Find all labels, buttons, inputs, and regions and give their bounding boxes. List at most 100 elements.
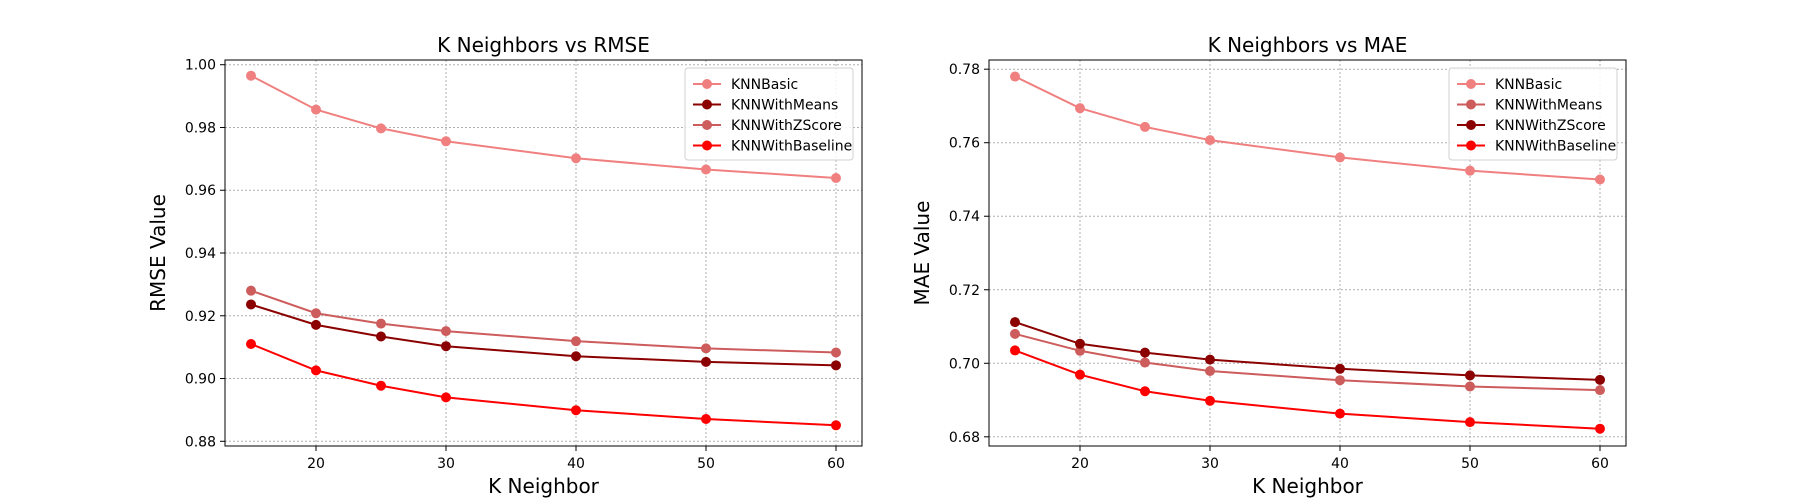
legend-label: KNNWithBaseline: [731, 139, 852, 155]
data-point: [1595, 385, 1605, 396]
legend-swatch-marker: [1466, 140, 1476, 151]
series-line: [250, 303, 837, 367]
data-point: [831, 347, 841, 358]
legend-entry: KNNWithBaseline: [693, 139, 852, 155]
data-point: [1140, 357, 1150, 368]
y-tick-label: 0.76: [949, 136, 980, 152]
chart-title: K Neighbors vs MAE: [1208, 33, 1408, 57]
legend-label: KNNWithZScore: [1495, 118, 1606, 134]
y-tick-label: 0.78: [949, 62, 980, 78]
data-point: [246, 285, 256, 296]
series-line: [1014, 332, 1601, 392]
x-tick-label: 60: [1591, 456, 1609, 472]
x-tick-label: 20: [1071, 456, 1089, 472]
legend-entry: KNNWithMeans: [1457, 98, 1602, 114]
data-point: [1205, 366, 1215, 377]
x-axis-label: K Neighbor: [1252, 474, 1364, 498]
data-point: [1595, 374, 1605, 385]
y-tick-label: 0.96: [185, 183, 216, 199]
legend-label: KNNBasic: [1495, 77, 1562, 93]
data-point: [1140, 121, 1150, 132]
chart-panel-1: 0.88 0.90 0.92 0.94 0.96 0.98 1.00 20 30 40 50 60 K …: [146, 33, 863, 498]
legend-swatch-marker: [702, 140, 712, 151]
legend: KNNBasic KNNWithMeans KNNWithZScore KNNWith…: [684, 67, 854, 161]
data-point: [1335, 363, 1345, 374]
chart-panel-2: 0.68 0.70 0.72 0.74 0.76 0.78 20 30 40 50 60 K Neig…: [910, 33, 1627, 498]
series-KNNWithZScore: [246, 285, 841, 358]
legend-frame: [1448, 67, 1618, 161]
legend-entry: KNNBasic: [1457, 77, 1562, 93]
y-tick-label: 0.90: [185, 372, 216, 388]
data-point: [376, 380, 386, 391]
y-tick-label: 0.92: [185, 309, 216, 325]
y-tick-label: 0.68: [949, 430, 980, 446]
y-tick-label: 0.74: [949, 209, 980, 225]
data-point: [311, 104, 321, 115]
series-KNNWithBaseline: [246, 339, 841, 431]
x-tick-label: 30: [1201, 456, 1219, 472]
data-point: [571, 153, 581, 164]
y-tick-label: 0.94: [185, 246, 216, 262]
x-tick-label: 20: [307, 456, 325, 472]
x-tick-label: 40: [567, 456, 585, 472]
data-point: [1010, 328, 1020, 339]
data-point: [246, 339, 256, 350]
data-point: [701, 164, 711, 175]
data-point: [376, 123, 386, 134]
chart-title: K Neighbors vs RMSE: [437, 33, 650, 57]
y-tick-label: 0.70: [949, 356, 980, 372]
legend-entry: KNNWithZScore: [693, 118, 842, 134]
data-point: [571, 405, 581, 416]
legend-swatch-marker: [1466, 79, 1476, 89]
legend-frame: [684, 67, 854, 161]
legend: KNNBasic KNNWithMeans KNNWithZScore KNNWith…: [1448, 67, 1618, 161]
y-axis-label: RMSE Value: [146, 194, 170, 312]
data-point: [1140, 347, 1150, 358]
data-point: [1465, 165, 1475, 176]
y-tick-label: 1.00: [185, 58, 216, 74]
series-line: [250, 289, 837, 354]
data-point: [1010, 71, 1020, 82]
x-tick-label: 40: [1331, 456, 1349, 472]
series-line: [250, 343, 837, 427]
data-point: [246, 70, 256, 81]
chart-panels: 0.88 0.90 0.92 0.94 0.96 0.98 1.00 20 30 40 50 60 K …: [146, 33, 1627, 498]
data-point: [441, 326, 451, 337]
legend-entry: KNNBasic: [693, 77, 798, 93]
data-point: [1335, 375, 1345, 386]
y-axis-label: MAE Value: [910, 201, 934, 306]
x-axis-label: K Neighbor: [488, 474, 600, 498]
series-line: [1014, 349, 1601, 430]
y-tick-label: 0.72: [949, 283, 980, 299]
plot-frame: [224, 59, 863, 447]
data-point: [311, 365, 321, 376]
data-point: [1075, 338, 1085, 349]
legend-label: KNNWithMeans: [1495, 98, 1602, 114]
data-point: [311, 308, 321, 319]
data-point: [1205, 135, 1215, 146]
legend-entry: KNNWithMeans: [693, 98, 838, 114]
data-point: [571, 351, 581, 362]
legend-swatch-marker: [702, 99, 712, 110]
data-point: [701, 414, 711, 425]
data-point: [246, 299, 256, 310]
plot-frame: [988, 59, 1627, 447]
data-point: [831, 172, 841, 183]
data-point: [1595, 423, 1605, 434]
legend-label: KNNBasic: [731, 77, 798, 93]
legend-label: KNNWithZScore: [731, 118, 842, 134]
y-tick-label: 0.88: [185, 434, 216, 450]
y-tick-label: 0.98: [185, 120, 216, 136]
legend-swatch-marker: [1466, 120, 1476, 130]
data-point: [1335, 408, 1345, 419]
data-point: [376, 318, 386, 329]
legend-entry: KNNWithBaseline: [1457, 139, 1616, 155]
legend-swatch-marker: [702, 120, 712, 130]
series-line: [1014, 321, 1601, 381]
data-point: [1205, 395, 1215, 406]
data-point: [1010, 317, 1020, 328]
data-point: [311, 319, 321, 330]
data-point: [831, 360, 841, 371]
data-point: [701, 343, 711, 354]
